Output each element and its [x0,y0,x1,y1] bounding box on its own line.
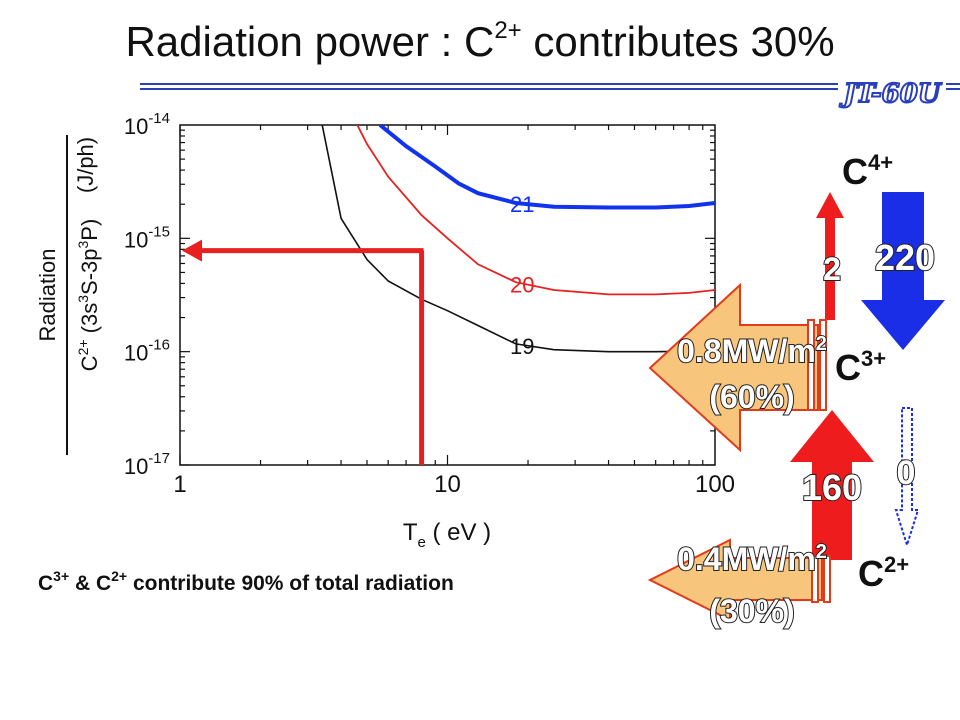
ion-label-c3: C3+ [835,346,886,388]
c3-radiation-arrow [648,282,819,453]
c2-radiated-percent: (30%) [709,593,794,629]
y-label-numerator: Radiation [35,249,60,342]
y-tick-label: 10-16 [124,337,170,366]
series-label-21: 21 [510,192,534,217]
x-tick-label: 100 [695,471,735,498]
jt60u-logo: JT-60U [140,74,960,110]
c3-to-c2-dotted-arrow [894,407,920,549]
c3-radiated-power: 0.8MW/m2 [677,333,827,369]
ion-label-c2: C2+ [858,552,909,594]
rate-c3-to-c2: 0 [897,454,916,492]
marker-layer [182,239,425,465]
x-tick-label: 1 [173,471,186,498]
c2-radiated-power: 0.4MW/m2 [677,541,827,577]
rate-c3-to-c4: 2 [823,251,841,287]
y-axis-label: Radiation C2+ (3s3S-3p3P) (J/ph) [35,135,102,455]
series-line-19 [321,125,715,353]
x-tick-label: 10 [434,471,461,498]
c2-to-c3-arrow [790,410,874,560]
ionization-flow-diagram: C4+ C3+ C2+ 2 220 160 0 0.8MW/m2 (60%) 0… [647,150,945,630]
y-tick-label: 10-17 [124,450,170,479]
x-axis-ticks: 1 10 100 [173,125,735,498]
ion-label-c4: C4+ [842,150,893,192]
series-line-20 [356,125,715,296]
c4-to-c3-arrow [861,192,945,350]
y-tick-label: 10-14 [124,110,170,139]
x-axis-label: Te ( eV ) [403,519,491,551]
c2-arrow-stripe-2 [823,555,831,603]
slide-title: Radiation power : C2+ contributes 30% [125,17,834,65]
y-label-unit: (J/ph) [73,137,98,193]
radiation-chart: 1 10 100 10-14 10-15 10-16 10-17 19 20 21 Te ( … [35,110,735,551]
c3-arrow-stripe-2 [819,319,827,411]
series-label-19: 19 [510,334,534,359]
series-label-20: 20 [510,273,534,298]
series-layer: 19 20 21 [321,125,715,359]
rate-c2-to-c3: 160 [802,467,862,508]
rate-c4-to-c3: 220 [875,237,935,278]
marker-arrowhead [182,239,202,262]
c2-arrow-stripe-1 [811,555,819,603]
logo-text: JT-60U [839,79,942,109]
c3-to-c4-arrow [816,192,844,320]
c3-radiated-percent: (60%) [709,379,794,415]
c2-radiation-arrow [647,538,823,622]
y-tick-label: 10-15 [124,223,170,252]
series-line-21 [378,125,715,210]
y-axis-ticks: 10-14 10-15 10-16 10-17 [124,110,715,479]
footer-note: C3+ & C2+ contribute 90% of total radiat… [38,568,454,595]
c3-arrow-stripe-1 [807,319,815,411]
y-label-denominator: C2+ (3s3S-3p3P) [75,219,102,372]
